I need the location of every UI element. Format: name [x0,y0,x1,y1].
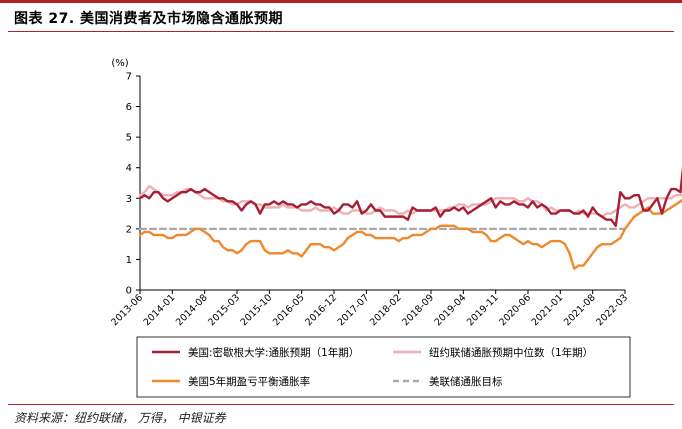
chart-legend: 美国:密歇根大学:通胀预期（1年期） 纽约联储通胀预期中位数（1年期） 美国5年期盈… [152,346,593,388]
x-tick-label: 2013-06 [109,292,145,328]
legend-label-target: 美联储通胀目标 [429,375,503,388]
x-tick-label: 2019-04 [433,292,469,328]
x-tick-label: 2022-03 [594,292,630,328]
legend-label-nyfed: 纽约联储通胀预期中位数（1年期） [429,346,593,359]
series-line-michigan [138,166,682,227]
y-tick-label: 5 [126,133,132,144]
y-tick-label: 0 [126,286,132,297]
x-tick-label: 2018-02 [368,292,404,328]
series-line-breakeven [138,198,682,270]
inflation-expectations-chart: 0 1 2 3 4 5 6 7 2013-062014-012014-082015-032015… [109,58,682,398]
series-lines [138,166,682,270]
x-tick-label: 2021-08 [562,292,598,328]
x-tick-label: 2015-10 [239,292,275,328]
x-tick-label: 2014-08 [174,292,210,328]
x-tick-label: 2020-06 [497,292,533,328]
x-tick-label: 2019-11 [465,292,501,328]
x-tick-label: 2014-01 [142,292,178,328]
title-divider [8,31,674,32]
x-tick-label: 2017-07 [336,292,372,328]
x-tick-label: 2018-09 [400,292,436,328]
chart-axes: 0 1 2 3 4 5 6 7 2013-062014-012014-082015-032015… [109,72,630,329]
legend-label-michigan: 美国:密歇根大学:通胀预期（1年期） [188,346,359,359]
y-tick-label: 2 [126,224,132,235]
x-tick-label: 2015-03 [206,292,242,328]
source-divider [8,404,674,405]
legend-box [136,336,631,398]
y-tick-label: 4 [126,163,132,174]
figure-title: 图表 27. 美国消费者及市场隐含通胀预期 [14,11,284,27]
top-accent-bar [0,0,682,3]
y-axis-unit-label: (%) [111,58,128,69]
x-tick-label: 2021-01 [530,292,566,328]
y-tick-label: 7 [126,72,132,83]
y-tick-label: 3 [126,194,132,205]
legend-label-breakeven: 美国5年期盈亏平衡通胀率 [188,375,310,388]
source-note: 资料来源：纽约联储， 万得， 中银证券 [14,411,226,425]
x-tick-label: 2016-12 [303,292,339,328]
y-tick-label: 1 [126,255,132,266]
y-tick-label: 6 [126,102,132,113]
x-tick-label: 2016-05 [271,292,307,328]
